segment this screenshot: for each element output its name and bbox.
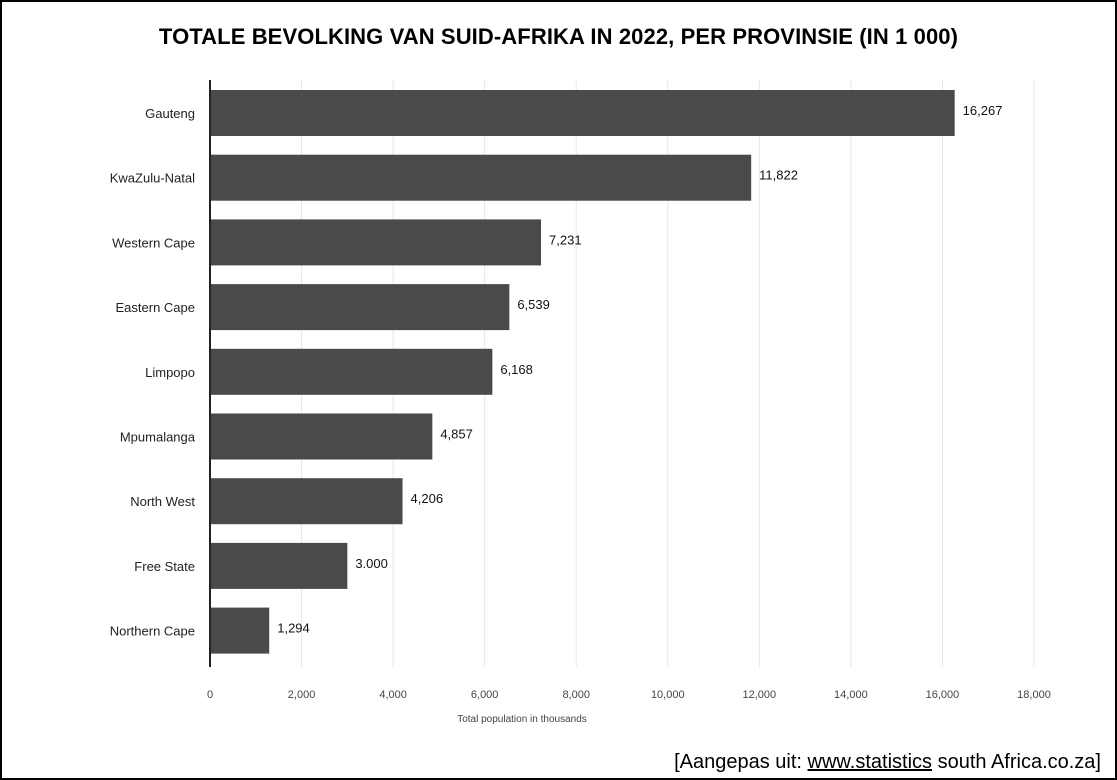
bar <box>210 90 955 136</box>
bar <box>210 348 493 395</box>
bar <box>210 542 348 589</box>
value-label: 4,857 <box>440 427 473 442</box>
category-label: North West <box>130 494 195 509</box>
bar <box>210 413 433 460</box>
source-suffix: south Africa.co.za] <box>932 751 1101 773</box>
x-tick-label: 12,000 <box>743 689 777 701</box>
x-tick-label: 14,000 <box>834 689 868 701</box>
x-tick-label: 8,000 <box>562 689 590 701</box>
category-label: KwaZulu-Natal <box>110 171 195 186</box>
bar <box>210 284 510 331</box>
x-tick-label: 2,000 <box>288 689 316 701</box>
bar <box>210 478 403 525</box>
category-label: Mpumalanga <box>120 430 196 445</box>
category-label: Limpopo <box>145 365 195 380</box>
bar <box>210 219 542 266</box>
bar <box>210 607 270 654</box>
value-label: 1,294 <box>277 621 310 636</box>
value-label: 7,231 <box>549 232 582 247</box>
value-label: 6,168 <box>500 362 533 377</box>
value-label: 6,539 <box>517 297 550 312</box>
bar <box>210 154 752 201</box>
x-tick-label: 6,000 <box>471 689 499 701</box>
x-axis-title: Total population in thousands <box>457 714 587 725</box>
category-label: Free State <box>134 559 195 574</box>
value-label: 3.000 <box>355 556 388 571</box>
x-tick-label: 10,000 <box>651 689 685 701</box>
x-tick-label: 16,000 <box>926 689 960 701</box>
category-label: Northern Cape <box>110 624 195 639</box>
category-label: Gauteng <box>145 106 195 121</box>
source-link[interactable]: www.statistics <box>807 751 933 773</box>
value-label: 11,822 <box>759 168 798 183</box>
x-tick-label: 0 <box>207 689 213 701</box>
value-label: 4,206 <box>411 491 444 506</box>
x-tick-label: 4,000 <box>379 689 407 701</box>
x-tick-label: 18,000 <box>1017 689 1051 701</box>
source-citation: [Aangepas uit: www.statistics south Afri… <box>674 751 1101 774</box>
category-label: Western Cape <box>112 235 195 250</box>
source-prefix: [Aangepas uit: <box>674 751 808 773</box>
value-label: 16,267 <box>963 103 1003 118</box>
chart-title: TOTALE BEVOLKING VAN SUID-AFRIKA IN 2022… <box>158 24 959 49</box>
category-label: Eastern Cape <box>116 300 196 315</box>
